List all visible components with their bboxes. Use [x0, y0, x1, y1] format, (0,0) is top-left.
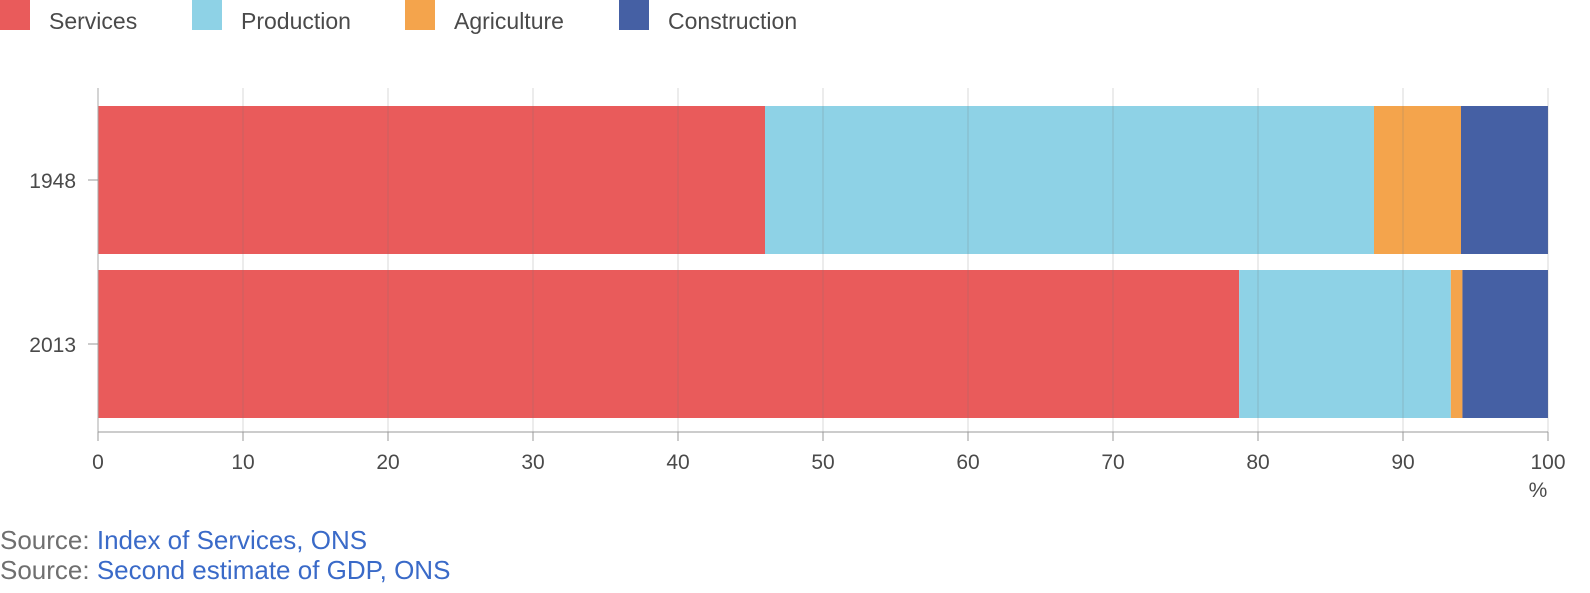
bar-production-2013 [1239, 270, 1451, 418]
y-tick-label-2013: 2013 [29, 334, 76, 357]
x-tick-label-30: 30 [521, 451, 544, 474]
bars [98, 106, 1548, 418]
sources: Source: Index of Services, ONS Source: S… [0, 525, 450, 585]
bar-construction-2013 [1462, 270, 1548, 418]
x-tick-label-100: 100 [1530, 451, 1565, 474]
legend-swatch-construction [619, 0, 649, 30]
bar-construction-1948 [1461, 106, 1548, 254]
x-tick-label-40: 40 [666, 451, 689, 474]
legend-label-construction: Construction [668, 8, 797, 34]
source-link-gdp-estimate[interactable]: Second estimate of GDP, ONS [96, 555, 451, 585]
source-prefix: Source: [0, 525, 90, 555]
legend-swatch-services [0, 0, 30, 30]
source-prefix: Source: [0, 555, 90, 585]
source-link-index-of-services[interactable]: Index of Services, ONS [96, 525, 368, 555]
x-tick-label-60: 60 [956, 451, 979, 474]
legend-label-agriculture: Agriculture [454, 8, 564, 34]
legend-label-services: Services [49, 8, 137, 34]
x-tick-label-70: 70 [1101, 451, 1124, 474]
source-line-2: Source: Second estimate of GDP, ONS [0, 555, 450, 585]
legend-swatch-production [192, 0, 222, 30]
x-tick-label-50: 50 [811, 451, 834, 474]
x-tick-label-80: 80 [1246, 451, 1269, 474]
bar-production-1948 [765, 106, 1374, 254]
legend: Services Production Agriculture Constructio… [0, 0, 797, 34]
source-line-1: Source: Index of Services, ONS [0, 525, 450, 555]
x-tick-label-20: 20 [376, 451, 399, 474]
x-tick-label-90: 90 [1391, 451, 1414, 474]
y-tick-label-1948: 1948 [29, 170, 76, 193]
bar-services-1948 [98, 106, 765, 254]
x-axis: 0 10 20 30 40 50 60 70 80 90 100% [92, 431, 1566, 502]
bar-agriculture-2013 [1450, 270, 1463, 418]
x-tick-label-0: 0 [92, 451, 104, 474]
gridlines [97, 88, 1549, 432]
x-tick-label-10: 10 [231, 451, 254, 474]
y-axis: 1948 2013 [29, 88, 99, 432]
x-axis-unit: % [1529, 479, 1548, 502]
legend-label-production: Production [241, 8, 351, 34]
bar-services-2013 [98, 270, 1240, 418]
bar-agriculture-1948 [1374, 106, 1461, 254]
legend-swatch-agriculture [405, 0, 435, 30]
